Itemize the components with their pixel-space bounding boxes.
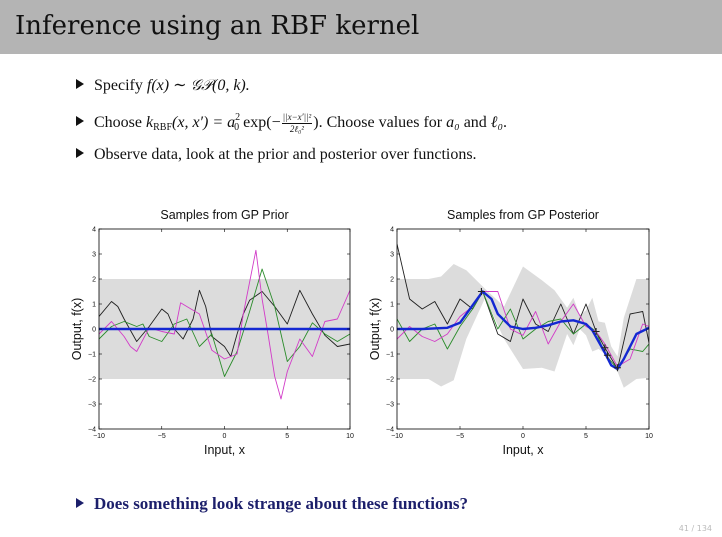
page-number: 41 / 134 [678,524,712,533]
x-tick-label: −5 [456,433,464,440]
observation-point [477,288,485,295]
x-tick-label: 0 [521,433,525,440]
question-bullet: Does something look strange about these … [76,494,468,514]
plot-area [99,249,350,400]
x-tick-label: −10 [93,433,105,440]
uncertainty-band [397,264,649,388]
b2-close: ). Choose values for [313,114,447,131]
y-tick-label: −1 [386,352,394,359]
x-tick-label: 5 [285,433,289,440]
b2-k: k [146,114,154,131]
mean-line [397,290,649,371]
y-tick-label: 2 [390,277,394,284]
b2-frac-num: ||x−x′||² [281,111,313,124]
y-tick-label: 3 [390,252,394,259]
b2-and: and [459,114,491,131]
b2-k-sub: RBF [153,122,173,133]
b2-l0: ℓ₀ [490,114,504,131]
b3-text: Observe data, look at the prior and post… [94,146,477,163]
y-tick-label: −4 [88,427,96,434]
y-axis-label: Output, f(x) [70,298,84,361]
b1-sim: ∼ [169,77,191,94]
sample-line-magenta [397,291,649,367]
b2-exp: exp(− [239,114,281,131]
y-tick-label: −1 [88,352,96,359]
b2-frac-den: 2ℓ₀² [289,123,304,134]
b2-a-sub: 0 [234,122,240,133]
y-tick-label: 4 [390,227,394,234]
y-tick-label: −2 [386,377,394,384]
y-tick-label: −3 [386,402,394,409]
sample-line-green [397,291,649,370]
x-axis-label: Input, x [204,443,246,457]
b2-args: (x, x′) = [172,114,228,131]
b1-gp: 𝒢𝒫 [190,76,212,94]
sample-line-black [397,243,649,370]
slide-title-bar: Inference using an RBF kernel [0,0,722,54]
x-tick-label: 10 [346,433,354,440]
sample-line-green [99,268,350,377]
y-tick-label: −2 [88,377,96,384]
x-tick-label: −5 [158,433,166,440]
y-tick-label: 0 [92,327,96,334]
b2-a: a [227,114,236,131]
bullet-triangle-icon [76,148,84,158]
y-tick-label: 0 [390,327,394,334]
x-tick-label: 10 [645,433,653,440]
y-tick-label: 2 [92,277,96,284]
slide-title: Inference using an RBF kernel [15,11,420,41]
bullet-specify: Specify f(x) ∼ 𝒢𝒫(0, k). [76,75,696,96]
sample-line-magenta [99,249,350,400]
y-axis-label: Output, f(x) [368,298,382,361]
b2-end: . [503,114,508,131]
chart-title: Samples from GP Prior [160,208,288,222]
y-tick-label: −3 [88,402,96,409]
b1-args: (0, k). [211,77,250,94]
y-tick-label: 4 [92,227,96,234]
x-tick-label: 5 [584,433,588,440]
question-text: Does something look strange about these … [94,494,469,513]
bullet-triangle-icon [76,116,84,126]
bullet-choose: Choose kRBF(x, x′) = a20 exp(− ||x−x′||² 2… [76,108,696,138]
b2-a0: a₀ [446,114,460,131]
b2-text: Choose [94,114,146,131]
bullet-triangle-icon [76,498,84,508]
observation-point [603,351,611,359]
observation-point [601,344,609,352]
bullet-triangle-icon [76,79,84,89]
x-tick-label: −10 [391,433,403,440]
observation-point [614,364,621,372]
x-axis-label: Input, x [503,443,545,457]
y-tick-label: 1 [390,302,394,309]
sample-line-black [99,289,350,357]
bullet-observe: Observe data, look at the prior and post… [76,145,696,165]
b1-text: Specify [94,77,147,94]
y-tick-label: 1 [92,302,96,309]
b1-fx: f(x) [146,77,170,94]
plot-area [397,243,649,388]
chart-title: Samples from GP Posterior [447,208,599,222]
y-tick-label: −4 [386,427,394,434]
b2-a-sup: 2 [235,112,241,123]
observation-point [592,328,600,335]
y-tick-label: 3 [92,252,96,259]
x-tick-label: 0 [223,433,227,440]
b2-fraction: ||x−x′||² 2ℓ₀² [281,111,313,135]
